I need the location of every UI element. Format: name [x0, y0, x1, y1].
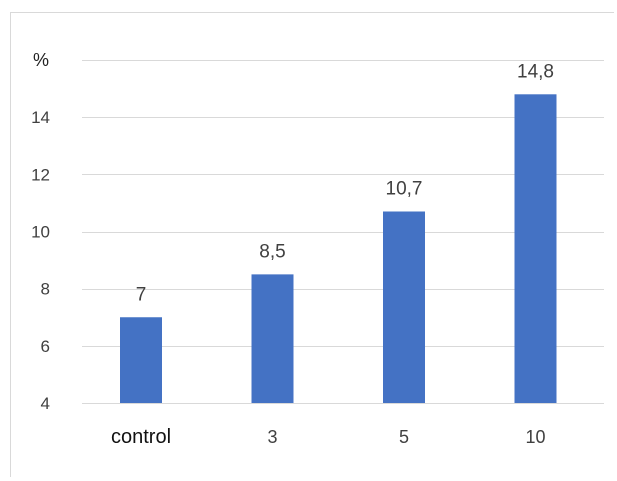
- bar-3: [251, 274, 294, 403]
- category-label-control: control: [111, 426, 171, 448]
- y-tick-label-10: 10: [31, 223, 50, 242]
- y-axis: % 4 6 8 10 12 14: [31, 50, 50, 413]
- x-axis-categories: control 3 5 10: [111, 426, 546, 448]
- data-label-control: 7: [136, 284, 147, 305]
- y-tick-label-4: 4: [41, 394, 50, 413]
- data-label-10: 14,8: [517, 61, 554, 82]
- data-label-3: 8,5: [259, 241, 285, 262]
- category-label-3: 3: [267, 427, 277, 447]
- bar-10: [514, 94, 557, 404]
- y-tick-label-8: 8: [41, 280, 50, 299]
- y-tick-label-12: 12: [31, 165, 50, 184]
- data-labels: 7 8,5 10,7 14,8: [136, 61, 554, 305]
- category-label-5: 5: [399, 427, 409, 447]
- y-tick-label-6: 6: [41, 337, 50, 356]
- bars: [120, 94, 557, 404]
- chart-frame: [10, 12, 614, 477]
- bar-control: [120, 317, 162, 403]
- bar-5: [383, 211, 425, 403]
- y-unit-label: %: [33, 50, 49, 70]
- y-tick-label-14: 14: [31, 108, 50, 127]
- category-label-10: 10: [525, 427, 545, 447]
- data-label-5: 10,7: [386, 178, 423, 199]
